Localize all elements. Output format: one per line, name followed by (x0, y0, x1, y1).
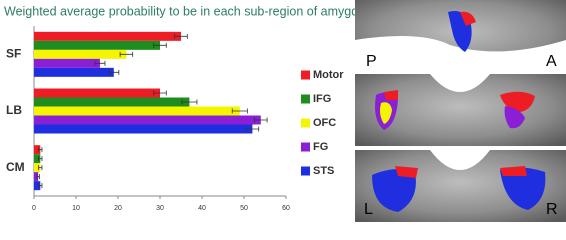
category-label: LB (6, 103, 22, 117)
error-bar (38, 165, 43, 171)
legend-swatch (301, 94, 310, 104)
legend-label: OFC (313, 117, 336, 129)
x-tick-label: 50 (240, 205, 248, 212)
error-bar (108, 69, 120, 75)
error-bar (94, 60, 106, 66)
legend-swatch (301, 70, 310, 80)
brain-panel (355, 0, 566, 71)
error-bar (153, 90, 167, 96)
legend-swatch (301, 142, 310, 152)
bar (34, 106, 240, 116)
bar (34, 31, 181, 41)
legend-label: IFG (313, 93, 331, 105)
error-bar (181, 99, 198, 105)
error-bar (38, 147, 43, 153)
x-tick-label: 30 (156, 205, 164, 212)
bar (34, 124, 253, 134)
bar (34, 40, 160, 50)
error-bar (174, 33, 188, 39)
brain-panel (355, 74, 566, 146)
bar (34, 49, 127, 59)
x-tick-label: 40 (198, 205, 206, 212)
bar (34, 145, 41, 155)
x-tick-label: 10 (72, 205, 80, 212)
orientation-label: A (546, 53, 557, 70)
legend-label: Motor (313, 69, 344, 81)
chart-title: Weighted average probability to be in ea… (4, 4, 375, 18)
bar (34, 88, 160, 98)
bar (34, 172, 39, 182)
x-tick-label: 20 (114, 205, 122, 212)
category-label: SF (6, 47, 21, 61)
error-bar (254, 117, 268, 123)
bar (34, 115, 261, 125)
orientation-label: R (546, 201, 558, 218)
error-bar (36, 174, 40, 180)
category-label: CM (6, 160, 25, 174)
legend-label: STS (313, 165, 334, 177)
legend-label: FG (313, 141, 328, 153)
bar (34, 67, 114, 77)
orientation-label: P (366, 53, 377, 70)
error-bar (38, 156, 43, 162)
bar (34, 181, 41, 191)
brain-panel (355, 150, 566, 222)
bar (34, 163, 41, 173)
error-bar (38, 183, 43, 189)
legend-swatch (301, 166, 310, 176)
bar (34, 97, 190, 107)
error-bar (153, 42, 167, 48)
legend-swatch (301, 118, 310, 128)
chart: Weighted average probability to be in ea… (4, 0, 566, 222)
error-bar (231, 108, 248, 114)
orientation-label: L (364, 201, 373, 218)
bar (34, 58, 100, 68)
error-bar (119, 51, 134, 57)
x-tick-label: 0 (32, 205, 36, 212)
bar (34, 154, 41, 164)
figure: Weighted average probability to be in ea… (4, 0, 566, 222)
x-tick-label: 60 (282, 205, 290, 212)
error-bar (245, 126, 260, 132)
